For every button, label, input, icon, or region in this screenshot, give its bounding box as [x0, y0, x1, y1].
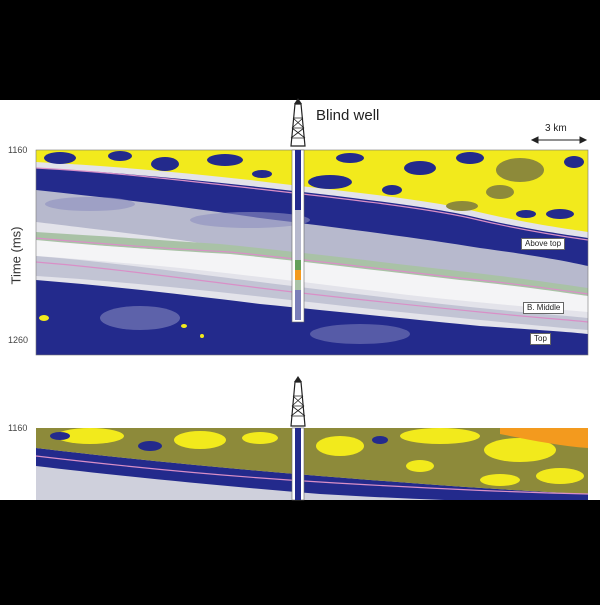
well-log-bottom	[291, 427, 305, 501]
scale-bar-label: 3 km	[545, 123, 567, 134]
horizon-tag-b-middle: B. Middle	[523, 302, 565, 314]
horizon-lines-top	[36, 167, 588, 323]
seismic-panel-top	[36, 150, 588, 355]
panel-top-frame	[35, 149, 589, 356]
navy-blobs-top	[44, 151, 584, 219]
seismic-panel-bottom	[36, 428, 588, 500]
derrick-icon	[290, 98, 306, 147]
well-label: Blind well	[316, 107, 380, 124]
orange-patch	[500, 428, 588, 448]
tick-top-1160: 1160	[8, 145, 28, 155]
navy-blobs-bottom	[50, 432, 388, 451]
derrick-icon-bottom	[290, 376, 306, 427]
horizon-tag-above-top: Above top	[521, 238, 566, 250]
tick-bottom-1160: 1160	[8, 423, 28, 433]
well-log-top	[291, 149, 305, 323]
olive-patches-top	[446, 158, 544, 211]
scale-bar	[530, 136, 588, 144]
yellow-patches-bottom	[56, 428, 584, 486]
yellow-specks	[39, 315, 204, 338]
tick-top-1260: 1260	[8, 335, 29, 345]
horizon-tag-top: Top	[530, 333, 551, 345]
y-axis-label: Time (ms)	[8, 226, 24, 285]
